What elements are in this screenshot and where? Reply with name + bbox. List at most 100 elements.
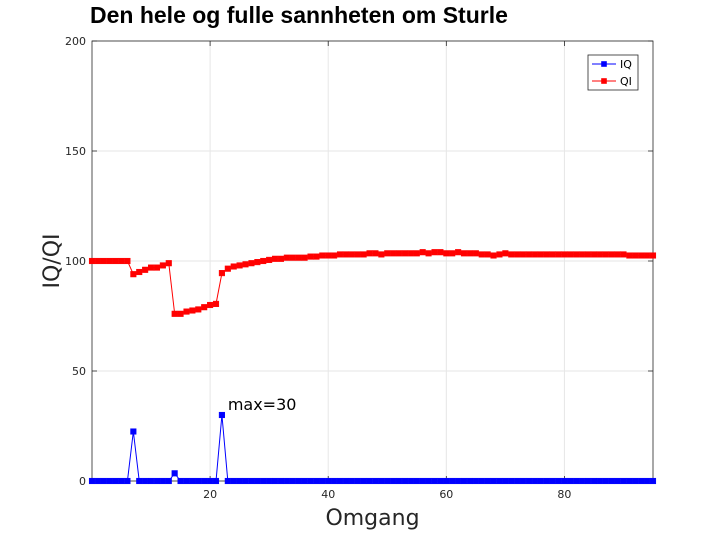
legend-label: QI	[620, 75, 632, 88]
data-point	[649, 477, 657, 485]
data-point	[602, 251, 609, 258]
data-point	[130, 428, 137, 435]
data-point	[148, 477, 155, 485]
data-point	[478, 251, 485, 258]
data-point	[348, 251, 355, 258]
data-point	[626, 477, 633, 485]
data-point	[313, 477, 320, 485]
annotation-max: max=30	[228, 395, 297, 414]
data-point	[396, 250, 403, 257]
data-point	[360, 477, 367, 485]
data-point	[472, 477, 479, 485]
data-point	[579, 251, 586, 258]
legend-marker	[601, 61, 607, 67]
data-point	[520, 251, 527, 258]
data-point	[118, 257, 125, 265]
data-point	[390, 477, 397, 485]
data-point	[407, 250, 414, 257]
data-point	[342, 477, 349, 485]
data-point	[425, 477, 432, 485]
data-point	[319, 252, 326, 259]
data-point	[307, 477, 314, 485]
data-point	[183, 477, 190, 485]
data-point	[236, 477, 243, 485]
data-point	[106, 257, 113, 265]
data-point	[579, 477, 586, 485]
data-point	[94, 257, 101, 265]
data-point	[638, 477, 645, 485]
data-point	[153, 477, 161, 485]
data-point	[484, 251, 491, 258]
data-point	[254, 477, 261, 485]
data-point	[142, 266, 149, 273]
data-point	[201, 477, 208, 485]
data-point	[514, 477, 521, 485]
data-point	[136, 477, 143, 485]
data-point	[277, 477, 285, 485]
data-point	[644, 477, 651, 485]
data-point	[165, 477, 172, 485]
x-tick-label: 20	[203, 488, 217, 501]
data-point	[608, 251, 615, 258]
data-point	[649, 252, 657, 259]
data-point	[366, 477, 373, 485]
data-point	[124, 477, 131, 485]
data-point	[266, 256, 273, 263]
data-point	[596, 251, 603, 258]
data-point	[466, 477, 473, 485]
data-point	[520, 477, 527, 485]
legend-label: IQ	[620, 58, 632, 71]
data-point	[584, 251, 592, 258]
data-point	[614, 251, 621, 258]
data-point	[419, 249, 426, 256]
data-point	[218, 270, 225, 277]
data-point	[449, 250, 456, 257]
data-point	[384, 250, 391, 257]
data-point	[531, 251, 538, 258]
data-point	[88, 477, 96, 485]
legend-box	[587, 54, 639, 91]
y-tick-label: 100	[65, 255, 86, 268]
data-point	[401, 477, 409, 485]
data-point	[372, 477, 379, 485]
data-point	[443, 250, 450, 257]
data-point	[301, 254, 308, 261]
x-tick-label: 80	[557, 488, 571, 501]
data-point	[525, 251, 533, 258]
data-point	[100, 257, 107, 265]
data-point	[419, 477, 426, 485]
data-point	[325, 477, 332, 485]
data-point	[195, 306, 202, 313]
legend-marker	[601, 78, 607, 84]
data-point	[342, 251, 349, 258]
data-point	[567, 477, 574, 485]
data-point	[431, 249, 438, 256]
data-point	[159, 477, 166, 485]
data-point	[313, 253, 320, 260]
data-point	[549, 477, 556, 485]
data-point	[94, 477, 101, 485]
data-point	[449, 477, 456, 485]
data-point	[118, 477, 125, 485]
data-point	[159, 262, 166, 269]
data-point	[460, 477, 468, 485]
data-point	[336, 251, 344, 258]
data-point	[260, 477, 267, 485]
data-point	[224, 477, 231, 485]
x-axis-label: Omgang	[325, 506, 419, 531]
y-axis-ticks: 0 50 100 150 200	[65, 35, 653, 488]
y-tick-label: 0	[79, 475, 86, 488]
data-point	[455, 249, 462, 256]
data-point	[537, 251, 544, 258]
data-point	[153, 264, 161, 271]
data-point	[443, 477, 450, 485]
data-point	[354, 477, 361, 485]
chart-title: Den hele og fulle sannheten om Sturle	[90, 2, 508, 28]
data-point	[165, 260, 172, 267]
data-point	[626, 252, 633, 259]
legend-item-iq: IQ	[592, 58, 632, 71]
data-point	[632, 477, 639, 485]
data-point	[543, 477, 550, 485]
data-point	[295, 477, 302, 485]
